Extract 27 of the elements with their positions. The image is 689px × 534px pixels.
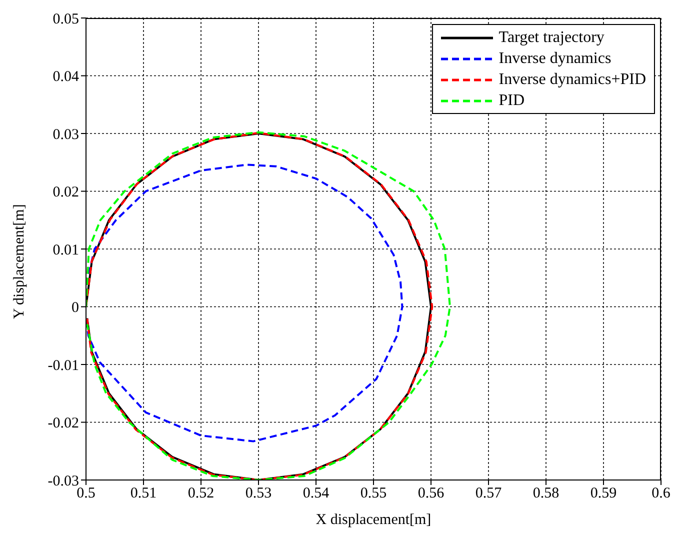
x-tick-label: 0.6: [652, 486, 671, 502]
legend-label: Inverse dynamics+PID: [498, 70, 646, 90]
line-series: [86, 164, 404, 442]
legend-label: PID: [498, 91, 525, 111]
x-tick-label: 0.56: [418, 486, 445, 502]
x-tick-label: 0.52: [188, 486, 214, 502]
x-tick-label: 0.59: [590, 486, 617, 502]
x-tick-label: 0.54: [302, 486, 330, 502]
x-tick-label: 0.51: [130, 486, 157, 502]
legend-label: Inverse dynamics: [498, 49, 612, 69]
x-tick-label: 0.55: [360, 486, 387, 502]
y-tick-label: -0.03: [48, 473, 79, 490]
x-axis-title: X displacement[m]: [316, 512, 432, 528]
y-tick-label: 0.04: [52, 69, 80, 86]
y-axis-title: Y displacement[m]: [11, 204, 28, 319]
x-tick-label: 0.58: [532, 486, 560, 502]
legend-label: Target trajectory: [498, 28, 604, 48]
y-tick-label: 0.03: [52, 126, 79, 143]
y-tick-label: 0.01: [52, 242, 79, 258]
y-tick-label: 0.02: [52, 184, 79, 201]
y-tick-label: 0.05: [52, 11, 79, 28]
y-tick-label: -0.02: [48, 416, 79, 432]
y-tick-label: -0.01: [48, 358, 79, 374]
x-tick-label: 0.53: [245, 486, 272, 502]
x-tick-label: 0.57: [475, 486, 502, 502]
y-tick-label: 0: [72, 300, 79, 316]
x-tick-label: 0.5: [76, 486, 96, 502]
